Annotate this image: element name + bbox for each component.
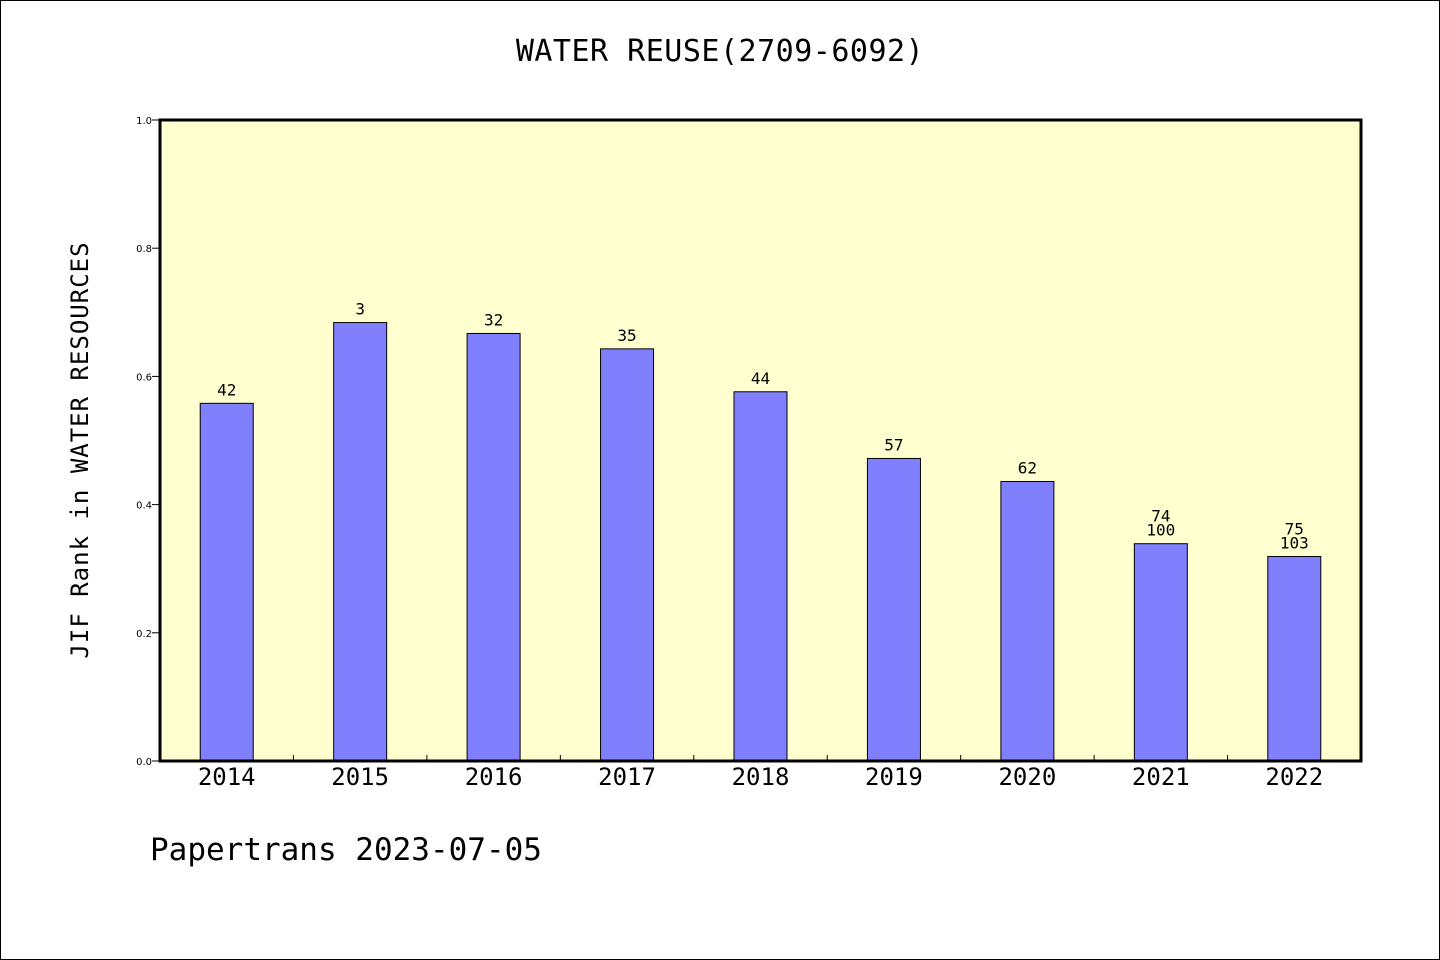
data-label: 75 <box>1285 520 1304 539</box>
data-label: 42 <box>217 380 236 399</box>
bar-2016 <box>466 332 521 762</box>
y-tick-label: 0.2 <box>136 629 152 640</box>
data-label: 74 <box>1151 507 1170 526</box>
x-tick-label: 2017 <box>598 763 656 791</box>
bar-2014 <box>199 402 254 762</box>
bar-2017 <box>600 348 655 762</box>
data-label: 57 <box>884 435 903 454</box>
footer-credit: Papertrans 2023-07-05 <box>150 832 542 868</box>
y-tick-label: 0.6 <box>136 372 152 383</box>
data-label: 100 <box>1146 521 1175 540</box>
plot-border <box>158 118 1363 763</box>
x-tick-label: 2019 <box>865 763 923 791</box>
data-label: 103 <box>1280 534 1309 553</box>
x-tick-label: 2018 <box>732 763 790 791</box>
x-tick-label: 2020 <box>998 763 1056 791</box>
bar-2020 <box>1000 481 1055 762</box>
x-tick-label: 2016 <box>465 763 523 791</box>
y-tick-label: 0.8 <box>136 244 152 255</box>
x-tick-label: 2015 <box>331 763 389 791</box>
x-tick-label: 2021 <box>1132 763 1190 791</box>
y-tick-label: 1.0 <box>136 116 152 127</box>
data-label: 35 <box>617 326 636 345</box>
bar-2015 <box>333 322 388 762</box>
bar-2018 <box>733 391 788 762</box>
bar-2022 <box>1267 556 1322 762</box>
bar-2019 <box>866 457 921 762</box>
data-label: 3 <box>355 300 365 319</box>
data-label: 44 <box>751 369 770 388</box>
labels-layer: 2014 42 2015 3 2016 32 2017 35 2018 44 2019 57 2020 6… <box>198 300 1323 791</box>
bars-layer <box>199 322 1322 762</box>
chart-title: WATER REUSE(2709-6092) <box>515 34 925 69</box>
x-tick-label: 2022 <box>1265 763 1323 791</box>
y-tick-label: 0.4 <box>136 501 152 512</box>
data-label: 62 <box>1018 459 1037 478</box>
x-tick-label: 2014 <box>198 763 256 791</box>
data-label: 32 <box>484 310 503 329</box>
y-tick-label: 0.0 <box>136 757 152 768</box>
bar-2021 <box>1133 543 1188 762</box>
